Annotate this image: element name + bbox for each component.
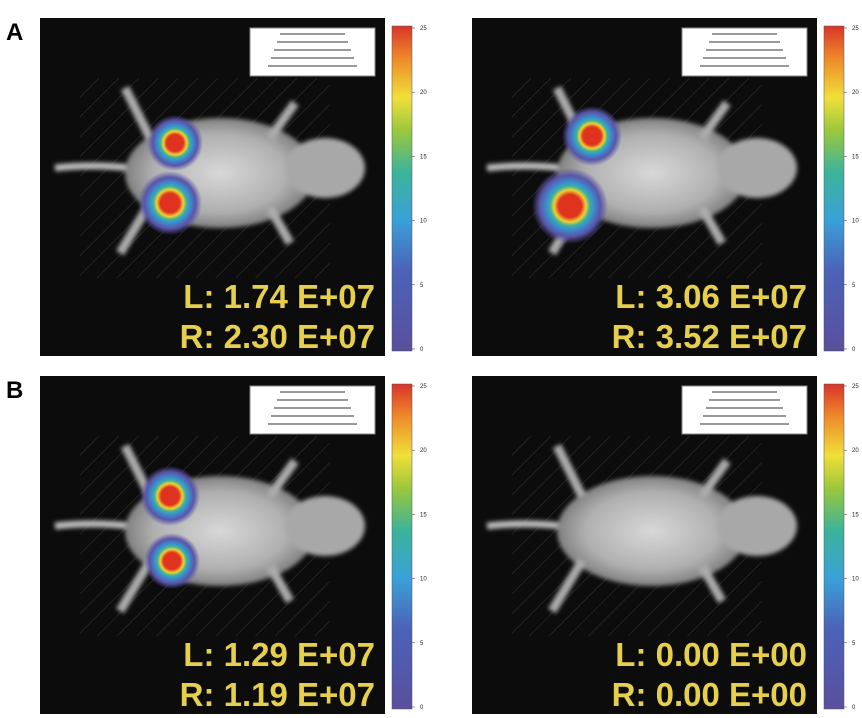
panel: L: 1.74 E+07R: 2.30 E+07 25 20 15 10 5 0	[40, 18, 427, 356]
signal	[532, 168, 608, 244]
colorbar-tick-label: 5	[420, 283, 424, 289]
right-value: R: 2.30 E+07	[180, 318, 375, 355]
colorbar-tick-label: 15	[420, 154, 427, 160]
row-label: A	[6, 19, 23, 46]
figure: AL: 1.74 E+07R: 2.30 E+072520151050L: 3.…	[0, 0, 862, 718]
info-line	[709, 41, 780, 43]
info-line	[700, 65, 789, 67]
signal	[144, 533, 200, 589]
colorbar-tick-label: 20	[852, 90, 859, 96]
left-value: L: 3.06 E+07	[615, 278, 807, 315]
info-line	[712, 33, 777, 35]
info-line	[700, 423, 789, 425]
panel: L: 1.29 E+07R: 1.19 E+07 25 20 15 10 5 0	[40, 376, 427, 714]
colorbar-tick-label: 15	[420, 512, 427, 518]
mouse-head	[285, 496, 365, 556]
colorbar-tick-label: 0	[852, 347, 856, 353]
colorbar-tick-label: 0	[420, 347, 424, 353]
right-value: R: 1.19 E+07	[180, 676, 375, 713]
colorbar-tick-label: 15	[852, 512, 859, 518]
info-line	[706, 49, 783, 51]
colorbar	[824, 26, 844, 351]
mouse-head	[717, 138, 797, 198]
info-box	[682, 386, 807, 434]
colorbar-tick-label: 0	[852, 705, 856, 711]
info-box	[682, 28, 807, 76]
colorbar-tick-label: 15	[852, 154, 859, 160]
signal	[562, 106, 622, 166]
info-line	[712, 391, 777, 393]
info-box	[250, 28, 375, 76]
colorbar	[824, 384, 844, 709]
signal	[140, 466, 200, 526]
colorbar	[392, 384, 412, 709]
info-line	[274, 49, 351, 51]
info-line	[703, 415, 786, 417]
info-line	[271, 415, 354, 417]
left-value: L: 0.00 E+00	[615, 636, 807, 673]
colorbar-tick-label: 10	[852, 219, 859, 225]
signal	[138, 171, 202, 235]
info-line	[706, 407, 783, 409]
colorbar-tick-label: 25	[420, 26, 427, 32]
info-line	[277, 41, 348, 43]
info-line	[280, 391, 345, 393]
colorbar-tick-label: 5	[420, 641, 424, 647]
colorbar-tick-label: 25	[852, 384, 859, 390]
colorbar-tick-label: 10	[420, 577, 427, 583]
colorbar-tick-label: 5	[852, 283, 856, 289]
panel: L: 0.00 E+00R: 0.00 E+00 25 20 15 10 5 0	[472, 376, 859, 714]
row-label: B	[6, 377, 23, 404]
info-line	[280, 33, 345, 35]
mouse-head	[717, 496, 797, 556]
right-value: R: 0.00 E+00	[612, 676, 807, 713]
right-value: R: 3.52 E+07	[612, 318, 807, 355]
colorbar-tick-label: 25	[420, 384, 427, 390]
info-box	[250, 386, 375, 434]
left-value: L: 1.29 E+07	[183, 636, 375, 673]
panel: L: 3.06 E+07R: 3.52 E+07 25 20 15 10 5 0	[472, 18, 859, 356]
colorbar-tick-label: 5	[852, 641, 856, 647]
info-line	[709, 399, 780, 401]
info-line	[277, 399, 348, 401]
colorbar-tick-label: 25	[852, 26, 859, 32]
colorbar-tick-label: 20	[852, 448, 859, 454]
colorbar-tick-label: 20	[420, 448, 427, 454]
left-value: L: 1.74 E+07	[183, 278, 375, 315]
signal	[147, 115, 203, 171]
colorbar	[392, 26, 412, 351]
colorbar-tick-label: 20	[420, 90, 427, 96]
colorbar-tick-label: 0	[420, 705, 424, 711]
info-line	[268, 423, 357, 425]
info-line	[274, 407, 351, 409]
mouse-head	[285, 138, 365, 198]
info-line	[271, 57, 354, 59]
colorbar-tick-label: 10	[420, 219, 427, 225]
colorbar-tick-label: 10	[852, 577, 859, 583]
info-line	[703, 57, 786, 59]
info-line	[268, 65, 357, 67]
